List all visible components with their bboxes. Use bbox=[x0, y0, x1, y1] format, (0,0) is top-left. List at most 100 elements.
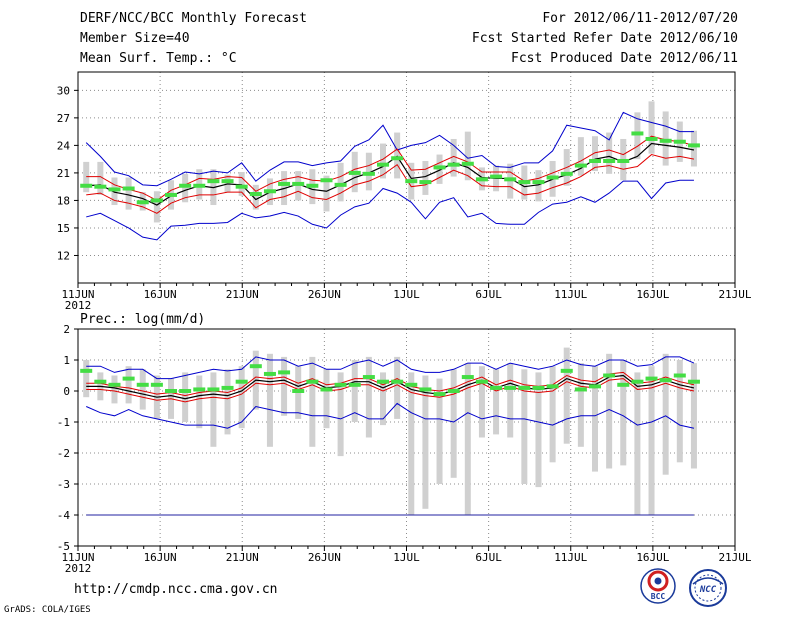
temp-obs-mark bbox=[574, 163, 587, 168]
prec-upper-line bbox=[86, 371, 695, 397]
temp-obs-mark bbox=[560, 171, 573, 176]
prec-obs-mark bbox=[518, 385, 531, 390]
prec-obs-mark bbox=[617, 382, 630, 387]
prec-obs-mark bbox=[249, 364, 262, 369]
prec-obs-mark bbox=[193, 387, 206, 392]
temp-spread-box bbox=[577, 137, 584, 176]
prec-ytick-label: -5 bbox=[57, 540, 70, 553]
prec-obs-mark bbox=[461, 375, 474, 380]
prec-obs-mark bbox=[589, 384, 602, 389]
temp-obs-mark bbox=[150, 198, 163, 203]
prec-obs-mark bbox=[532, 385, 545, 390]
prec-spread-box bbox=[478, 366, 485, 438]
logos: BCC NCC bbox=[640, 568, 727, 607]
forecast-title: DERF/NCC/BCC Monthly Forecast bbox=[80, 11, 307, 26]
prec-obs-mark bbox=[546, 384, 559, 389]
temp-obs-mark bbox=[179, 183, 192, 188]
temp-ytick-label: 15 bbox=[57, 222, 70, 235]
prec-spread-box bbox=[450, 369, 457, 478]
temp-ytick-label: 21 bbox=[57, 167, 70, 180]
prec-spread-box bbox=[281, 356, 288, 416]
prec-max-line bbox=[86, 356, 695, 380]
prec-obs-mark bbox=[447, 389, 460, 393]
prec-spread-box bbox=[351, 360, 358, 422]
prec-obs-mark bbox=[603, 373, 616, 378]
prec-spread-box bbox=[408, 372, 415, 515]
temp-ytick-label: 24 bbox=[57, 139, 71, 152]
forecast-period: For 2012/06/11-2012/07/20 bbox=[542, 11, 738, 26]
temp-spread-box bbox=[182, 173, 189, 203]
temp-obs-mark bbox=[362, 171, 375, 176]
footer-url[interactable]: http://cmdp.ncc.cma.gov.cn bbox=[74, 582, 278, 597]
prec-obs-mark bbox=[80, 368, 93, 373]
bcc-logo: BCC bbox=[640, 568, 676, 604]
prec-obs-mark bbox=[94, 379, 107, 384]
temp-obs-mark bbox=[320, 178, 333, 183]
prec-obs-mark bbox=[419, 387, 432, 392]
temp-obs-mark bbox=[348, 170, 361, 175]
header-right: For 2012/06/11-2012/07/20 Fcst Started R… bbox=[472, 10, 738, 70]
prec-spread-box bbox=[535, 372, 542, 488]
prec-xtick-label: 16JUL bbox=[636, 551, 669, 564]
prec-obs-mark bbox=[263, 371, 276, 376]
temp-obs-mark bbox=[108, 187, 121, 192]
prec-xtick-label: 21JUN bbox=[226, 551, 259, 564]
temp-obs-mark bbox=[645, 136, 658, 141]
temp-obs-mark bbox=[589, 158, 602, 163]
prec-xtick-label: 1JUL bbox=[393, 551, 420, 564]
prec-obs-mark bbox=[306, 379, 319, 384]
temp-obs-mark bbox=[292, 181, 305, 186]
prec-spread-box bbox=[690, 363, 697, 469]
temp-spread-box bbox=[252, 184, 259, 210]
prec-xtick-label: 11JUL bbox=[554, 551, 587, 564]
prec-spread-box bbox=[606, 353, 613, 469]
temp-ytick-label: 30 bbox=[57, 84, 70, 97]
prec-spread-box bbox=[577, 363, 584, 447]
temp-obs-mark bbox=[377, 162, 390, 167]
prec-spread-box bbox=[125, 366, 132, 404]
temp-obs-mark bbox=[278, 181, 291, 186]
temp-obs-mark bbox=[334, 182, 347, 187]
temp-panel: 12 15 18 21 24 27 30 11JUN 16JUN 21JUN 26JUN 1JUL 6J… bbox=[57, 71, 752, 312]
prec-title: Prec.: log(mm/d) bbox=[80, 312, 205, 327]
started-date: Fcst Started Refer Date 2012/06/10 bbox=[471, 31, 738, 46]
temp-obs-mark bbox=[235, 184, 248, 189]
prec-obs-mark bbox=[433, 392, 446, 397]
prec-obs-mark bbox=[136, 382, 149, 387]
temp-spread-box bbox=[380, 143, 387, 179]
prec-spread-box bbox=[549, 366, 556, 463]
temp-spread-box bbox=[238, 171, 245, 196]
temp-obs-mark bbox=[249, 192, 262, 197]
prec-spread-box bbox=[620, 360, 627, 466]
bcc-logo-text: BCC bbox=[651, 592, 666, 601]
temp-obs-mark bbox=[532, 180, 545, 185]
temp-ytick-label: 18 bbox=[57, 194, 70, 207]
temp-xtick-label: 26JUN bbox=[308, 288, 341, 301]
prec-ytick-label: -4 bbox=[57, 509, 71, 522]
prec-xtick-label: 11JUN bbox=[61, 551, 94, 564]
temp-obs-mark bbox=[659, 138, 672, 143]
prec-spread-box bbox=[83, 360, 90, 398]
temp-obs-mark bbox=[136, 200, 149, 205]
prec-spread-box bbox=[563, 347, 570, 444]
prec-obs-mark bbox=[574, 387, 587, 392]
variable-label: Mean Surf. Temp.: °C bbox=[80, 51, 237, 66]
temp-xtick-label: 1JUL bbox=[393, 288, 420, 301]
temp-xtick-label: 16JUN bbox=[144, 288, 177, 301]
temp-spread-box bbox=[464, 131, 471, 181]
temp-spread-box bbox=[153, 191, 160, 223]
prec-spread-box bbox=[521, 369, 528, 484]
prec-spread-box bbox=[380, 372, 387, 426]
temp-xtick-label: 21JUL bbox=[718, 288, 751, 301]
temp-mean-line bbox=[86, 142, 695, 206]
prec-spread-box bbox=[323, 369, 330, 429]
prec-spread-box bbox=[507, 363, 514, 438]
prec-obs-mark bbox=[348, 382, 361, 387]
temp-ytick-label: 27 bbox=[57, 112, 70, 125]
temp-spread-box bbox=[535, 170, 542, 202]
temp-obs-mark bbox=[504, 177, 517, 182]
prec-obs-mark bbox=[334, 382, 347, 387]
produced-date: Fcst Produced Date 2012/06/11 bbox=[511, 51, 738, 66]
prec-xtick-label: 21JUL bbox=[718, 551, 751, 564]
temp-obs-mark bbox=[687, 143, 700, 148]
